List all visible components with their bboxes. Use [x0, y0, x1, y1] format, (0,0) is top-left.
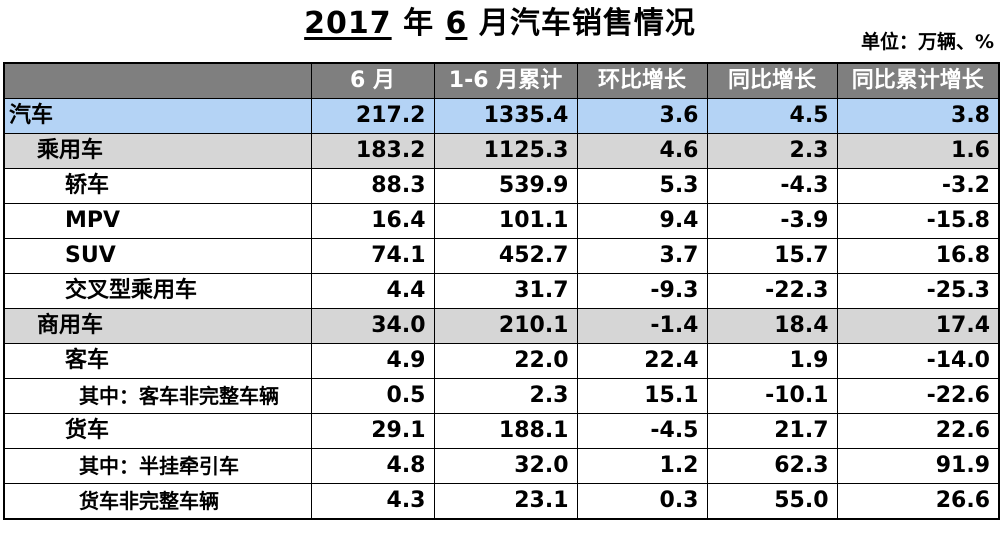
header-row: 6 月 1-6 月累计 环比增长 同比增长 同比累计增长	[3, 62, 1000, 99]
yoy-cell: 4.5	[706, 98, 838, 134]
table-row: 交叉型乘用车 4.4 31.7 -9.3 -22.3 -25.3	[3, 273, 1000, 309]
column-header-category	[3, 62, 312, 99]
mom-cell: -1.4	[576, 308, 708, 344]
table-body: 汽车 217.2 1335.4 3.6 4.5 3.8 乘用车 183.2 1125.3 4.6 2…	[3, 98, 1000, 520]
table-row: 乘用车 183.2 1125.3 4.6 2.3 1.6	[3, 133, 1000, 169]
yoy-cumulative-cell: 16.8	[836, 238, 1000, 274]
table-row: 货车 29.1 188.1 -4.5 21.7 22.6	[3, 413, 1000, 449]
title-month: 6	[445, 6, 468, 41]
column-header-mom: 环比增长	[576, 62, 708, 99]
june-cell: 4.3	[310, 483, 435, 520]
table-row: 轿车 88.3 539.9 5.3 -4.3 -3.2	[3, 168, 1000, 204]
row-label: 轿车	[3, 168, 312, 204]
june-cell: 16.4	[310, 203, 435, 239]
column-header-ytd: 1-6 月累计	[433, 62, 578, 99]
mom-cell: 9.4	[576, 203, 708, 239]
yoy-cell: 21.7	[706, 413, 838, 449]
row-label: 货车	[3, 413, 312, 449]
june-cell: 29.1	[310, 413, 435, 449]
ytd-cell: 22.0	[433, 343, 578, 379]
mom-cell: 22.4	[576, 343, 708, 379]
yoy-cell: -4.3	[706, 168, 838, 204]
yoy-cumulative-cell: -25.3	[836, 273, 1000, 309]
table-row: 货车非完整车辆 4.3 23.1 0.3 55.0 26.6	[3, 483, 1000, 520]
yoy-cumulative-cell: 17.4	[836, 308, 1000, 344]
yoy-cell: 15.7	[706, 238, 838, 274]
june-cell: 4.4	[310, 273, 435, 309]
row-label: 商用车	[3, 308, 312, 344]
yoy-cumulative-cell: 26.6	[836, 483, 1000, 520]
yoy-cell: 62.3	[706, 448, 838, 484]
yoy-cell: 2.3	[706, 133, 838, 169]
table-row: 汽车 217.2 1335.4 3.6 4.5 3.8	[3, 98, 1000, 134]
table-row: 商用车 34.0 210.1 -1.4 18.4 17.4	[3, 308, 1000, 344]
ytd-cell: 23.1	[433, 483, 578, 520]
column-header-yoy-cumulative: 同比累计增长	[836, 62, 1000, 99]
ytd-cell: 31.7	[433, 273, 578, 309]
ytd-cell: 101.1	[433, 203, 578, 239]
june-cell: 4.8	[310, 448, 435, 484]
yoy-cumulative-cell: -15.8	[836, 203, 1000, 239]
row-label: 乘用车	[3, 133, 312, 169]
yoy-cell: -3.9	[706, 203, 838, 239]
mom-cell: -9.3	[576, 273, 708, 309]
row-label: 货车非完整车辆	[3, 483, 312, 520]
june-cell: 74.1	[310, 238, 435, 274]
column-header-june: 6 月	[310, 62, 435, 99]
june-cell: 4.9	[310, 343, 435, 379]
row-label: 客车	[3, 343, 312, 379]
row-label: 其中：半挂牵引车	[3, 448, 312, 484]
row-label: 汽车	[3, 98, 312, 134]
mom-cell: 5.3	[576, 168, 708, 204]
ytd-cell: 452.7	[433, 238, 578, 274]
title-year: 2017	[304, 6, 392, 41]
june-cell: 88.3	[310, 168, 435, 204]
ytd-cell: 32.0	[433, 448, 578, 484]
yoy-cell: -22.3	[706, 273, 838, 309]
row-label: SUV	[3, 238, 312, 274]
yoy-cell: 55.0	[706, 483, 838, 520]
june-cell: 183.2	[310, 133, 435, 169]
row-label: MPV	[3, 203, 312, 239]
mom-cell: -4.5	[576, 413, 708, 449]
page-title: 2017 年 6 月汽车销售情况	[0, 2, 1000, 46]
ytd-cell: 1125.3	[433, 133, 578, 169]
table-row: MPV 16.4 101.1 9.4 -3.9 -15.8	[3, 203, 1000, 239]
yoy-cell: 1.9	[706, 343, 838, 379]
title-rest: 月汽车销售情况	[467, 6, 696, 41]
mom-cell: 3.6	[576, 98, 708, 134]
mom-cell: 4.6	[576, 133, 708, 169]
title-year-suffix: 年	[391, 6, 446, 41]
table-row: 其中：客车非完整车辆 0.5 2.3 15.1 -10.1 -22.6	[3, 378, 1000, 414]
yoy-cumulative-cell: 1.6	[836, 133, 1000, 169]
yoy-cumulative-cell: -14.0	[836, 343, 1000, 379]
yoy-cumulative-cell: 91.9	[836, 448, 1000, 484]
table-row: 其中：半挂牵引车 4.8 32.0 1.2 62.3 91.9	[3, 448, 1000, 484]
june-cell: 0.5	[310, 378, 435, 414]
yoy-cumulative-cell: -22.6	[836, 378, 1000, 414]
ytd-cell: 188.1	[433, 413, 578, 449]
row-label: 交叉型乘用车	[3, 273, 312, 309]
yoy-cumulative-cell: 22.6	[836, 413, 1000, 449]
mom-cell: 0.3	[576, 483, 708, 520]
ytd-cell: 210.1	[433, 308, 578, 344]
mom-cell: 15.1	[576, 378, 708, 414]
column-header-yoy: 同比增长	[706, 62, 838, 99]
row-label: 其中：客车非完整车辆	[3, 378, 312, 414]
ytd-cell: 539.9	[433, 168, 578, 204]
ytd-cell: 1335.4	[433, 98, 578, 134]
yoy-cell: 18.4	[706, 308, 838, 344]
mom-cell: 1.2	[576, 448, 708, 484]
ytd-cell: 2.3	[433, 378, 578, 414]
mom-cell: 3.7	[576, 238, 708, 274]
june-cell: 217.2	[310, 98, 435, 134]
table-row: 客车 4.9 22.0 22.4 1.9 -14.0	[3, 343, 1000, 379]
june-cell: 34.0	[310, 308, 435, 344]
yoy-cumulative-cell: 3.8	[836, 98, 1000, 134]
sales-table: 6 月 1-6 月累计 环比增长 同比增长 同比累计增长 汽车 217.2 1335…	[3, 62, 1000, 520]
yoy-cumulative-cell: -3.2	[836, 168, 1000, 204]
unit-label: 单位：万辆、%	[860, 31, 994, 53]
yoy-cell: -10.1	[706, 378, 838, 414]
table-row: SUV 74.1 452.7 3.7 15.7 16.8	[3, 238, 1000, 274]
